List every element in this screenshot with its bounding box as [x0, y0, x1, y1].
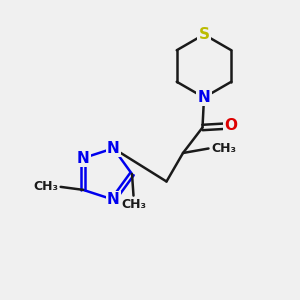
Text: CH₃: CH₃	[211, 142, 236, 155]
Text: S: S	[199, 27, 209, 42]
Text: CH₃: CH₃	[33, 180, 58, 194]
Text: N: N	[107, 192, 120, 207]
Text: O: O	[224, 118, 238, 134]
Text: N: N	[77, 151, 89, 166]
Text: N: N	[107, 141, 120, 156]
Text: CH₃: CH₃	[121, 198, 146, 211]
Text: N: N	[198, 90, 210, 105]
